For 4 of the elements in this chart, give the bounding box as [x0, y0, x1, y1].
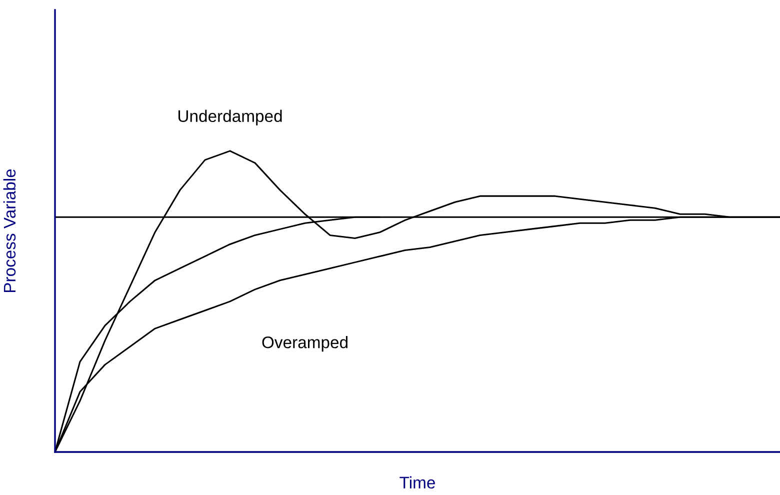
x-axis-title: Time — [400, 476, 435, 489]
text: Underdamped — [178, 110, 282, 126]
y-axis-title: Process Variable — [3, 169, 16, 292]
text: Overamped — [262, 336, 348, 352]
